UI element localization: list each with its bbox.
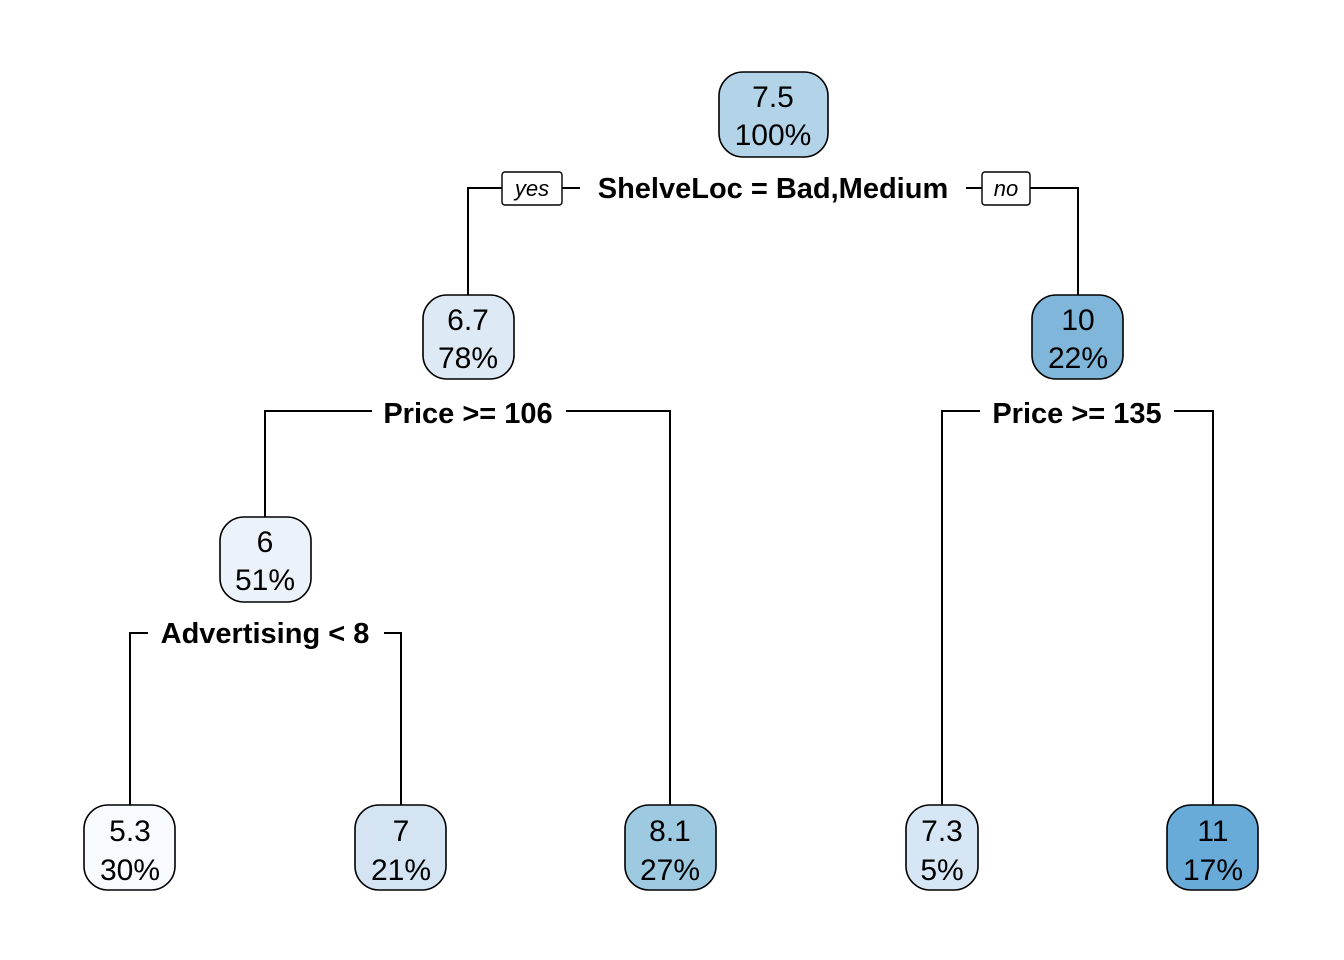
node-percentage: 22% bbox=[1048, 342, 1108, 375]
tree-edges bbox=[129, 187, 1214, 806]
tree-node-root: 7.5 100% bbox=[718, 71, 829, 158]
branch-tag-yes-label: yes bbox=[513, 176, 549, 201]
split-label-price-135: Price >= 135 bbox=[992, 398, 1161, 430]
edge-price106-left bbox=[264, 410, 372, 518]
edge-advertising-left bbox=[129, 632, 148, 806]
edge-price135-left bbox=[941, 410, 980, 806]
node-value: 6.7 bbox=[447, 304, 489, 337]
split-label-root: ShelveLoc = Bad,Medium bbox=[598, 173, 949, 205]
node-percentage: 21% bbox=[371, 854, 431, 887]
node-value: 10 bbox=[1061, 304, 1094, 337]
split-label-advertising: Advertising < 8 bbox=[161, 618, 370, 650]
node-percentage: 17% bbox=[1183, 854, 1243, 887]
tree-leaf-3: 8.1 27% bbox=[624, 804, 717, 891]
tree-node-shelveloc-bad-medium: 6.7 78% bbox=[422, 294, 515, 380]
node-percentage: 27% bbox=[640, 854, 700, 887]
tree-leaf-5: 11 17% bbox=[1166, 804, 1259, 891]
node-value: 7.3 bbox=[921, 815, 963, 848]
branch-tag-yes: yes bbox=[501, 171, 563, 206]
edge-root-right bbox=[1030, 187, 1079, 296]
branch-tag-no-label: no bbox=[994, 176, 1018, 201]
tree-node-shelveloc-good: 10 22% bbox=[1031, 294, 1124, 380]
edge-advertising-right bbox=[384, 632, 402, 806]
tree-leaf-4: 7.3 5% bbox=[905, 804, 979, 891]
edge-price135-right bbox=[1174, 410, 1214, 806]
tree-leaf-1: 5.3 30% bbox=[83, 804, 176, 891]
tree-node-price-high: 6 51% bbox=[219, 516, 312, 603]
edge-price106-right bbox=[566, 410, 671, 806]
node-value: 7 bbox=[393, 815, 410, 848]
edge-root-left bbox=[467, 187, 502, 296]
node-value: 11 bbox=[1197, 815, 1228, 848]
node-percentage: 5% bbox=[920, 854, 963, 887]
node-percentage: 30% bbox=[100, 854, 160, 887]
node-value: 7.5 bbox=[752, 81, 794, 114]
node-percentage: 78% bbox=[438, 342, 498, 375]
node-value: 6 bbox=[257, 526, 274, 559]
node-percentage: 51% bbox=[235, 564, 295, 597]
split-label-price-106: Price >= 106 bbox=[383, 398, 552, 430]
tree-leaf-2: 7 21% bbox=[354, 804, 447, 891]
node-value: 8.1 bbox=[649, 815, 691, 848]
branch-tag-no: no bbox=[981, 171, 1031, 206]
node-percentage: 100% bbox=[735, 119, 812, 152]
node-value: 5.3 bbox=[109, 815, 151, 848]
